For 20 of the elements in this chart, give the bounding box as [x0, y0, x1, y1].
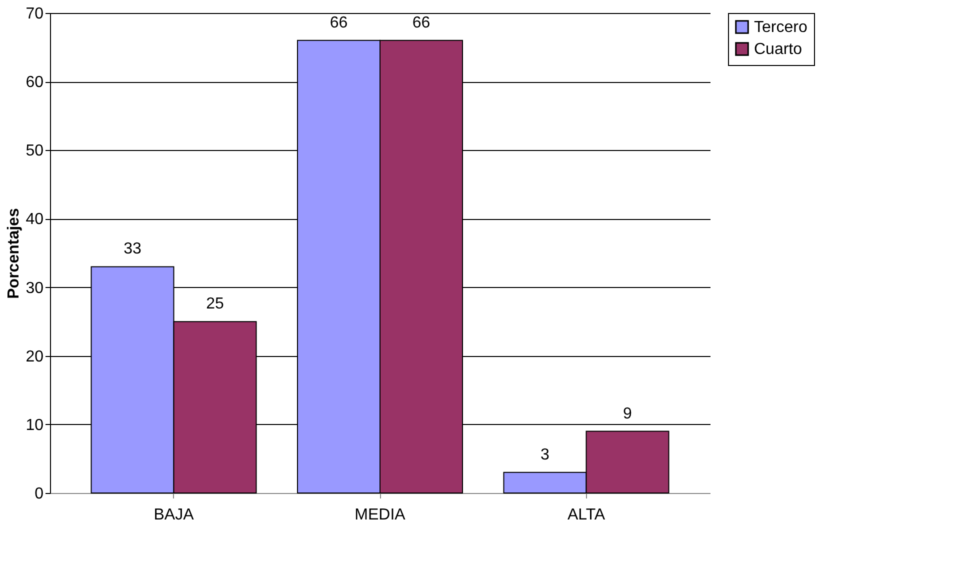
y-tick-label: 40: [26, 211, 44, 228]
x-tick-label: BAJA: [154, 506, 194, 524]
y-tick-label: 0: [34, 486, 44, 502]
y-tick-label: 50: [26, 142, 44, 160]
y-tick-label: 60: [26, 74, 44, 92]
y-tick-label: 30: [26, 280, 44, 297]
data-label: 25: [206, 296, 224, 313]
data-label: 9: [623, 405, 632, 422]
data-label: 3: [540, 446, 550, 464]
x-tick-label: ALTA: [567, 506, 606, 524]
y-tick-label: 10: [26, 416, 44, 434]
y-axis-title: Porcentajes: [6, 208, 23, 299]
data-label: 66: [412, 14, 430, 32]
legend-label: Tercero: [754, 19, 808, 36]
y-tick-label: 20: [26, 348, 44, 366]
data-label: 66: [330, 14, 348, 32]
x-tick-label: MEDIA: [354, 506, 406, 524]
legend-label: Cuarto: [754, 41, 802, 58]
y-tick-label: 70: [26, 6, 44, 22]
data-label: 33: [124, 240, 142, 258]
